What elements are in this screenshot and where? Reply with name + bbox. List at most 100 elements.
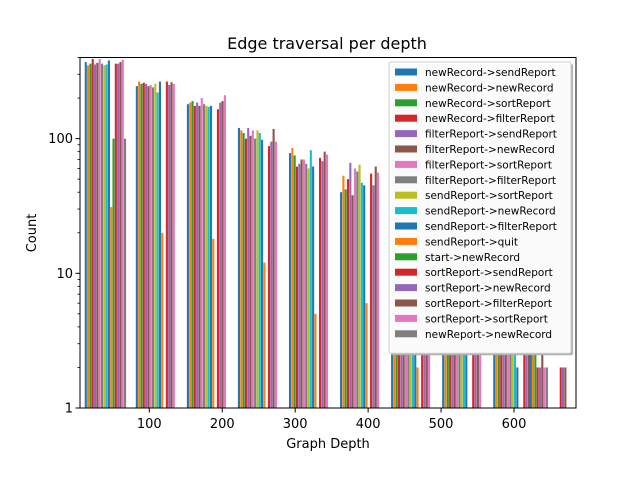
bar <box>93 64 97 408</box>
bar <box>319 157 322 408</box>
legend-label: filterReport->newRecord <box>425 144 555 156</box>
bar <box>360 182 363 408</box>
bar <box>356 171 359 408</box>
bar <box>156 92 159 408</box>
bar <box>203 104 206 409</box>
bar <box>219 102 222 409</box>
bar <box>98 58 101 408</box>
bar <box>207 106 210 409</box>
bar <box>256 130 259 409</box>
bar <box>309 150 312 408</box>
bar <box>291 148 294 409</box>
bar <box>340 192 343 408</box>
legend-swatch <box>395 207 417 215</box>
bar <box>110 207 113 408</box>
legend-label: newRecord->filterReport <box>425 113 555 125</box>
bar <box>323 151 326 408</box>
bar <box>504 303 507 408</box>
bar <box>198 105 201 409</box>
bar <box>274 141 277 408</box>
x-tick-label: 300 <box>283 417 308 432</box>
x-axis: 100 200 300 400 500 600 <box>137 408 527 432</box>
bar <box>325 154 329 408</box>
bar <box>538 367 542 408</box>
bar <box>147 86 150 409</box>
bar <box>89 63 92 408</box>
x-tick-label: 500 <box>429 417 454 432</box>
bar <box>523 303 526 408</box>
bar <box>244 138 247 408</box>
bar <box>209 105 213 409</box>
legend-box <box>388 61 572 354</box>
bar <box>161 232 164 408</box>
legend-swatch <box>395 176 417 184</box>
bar <box>342 175 345 408</box>
legend-label: sendReport->newRecord <box>425 206 556 218</box>
legend-swatch <box>395 330 417 338</box>
bar <box>541 343 544 408</box>
bar <box>138 81 141 408</box>
bar <box>514 343 517 408</box>
bar <box>119 62 122 409</box>
bar <box>298 163 301 408</box>
bar <box>376 172 380 408</box>
bar <box>149 85 152 408</box>
bar <box>270 141 273 408</box>
y-tick-label: 100 <box>48 132 73 147</box>
legend-label: start->newRecord <box>425 252 520 264</box>
bar <box>300 159 303 408</box>
bar <box>172 83 175 408</box>
bar <box>564 367 567 408</box>
bar <box>165 81 168 408</box>
x-tick-label: 600 <box>502 417 527 432</box>
bar <box>365 303 368 408</box>
bar <box>531 343 535 408</box>
bar <box>293 155 296 408</box>
bar <box>353 168 356 408</box>
legend-label: newReport->newRecord <box>425 329 552 341</box>
legend-label: sendReport->filterReport <box>425 221 557 233</box>
bar <box>96 62 99 409</box>
x-axis-label: Graph Depth <box>286 437 370 452</box>
bar <box>516 367 519 408</box>
legend-label: sortReport->sendReport <box>425 267 553 279</box>
bar <box>534 326 537 408</box>
legend-swatch <box>395 284 417 292</box>
bar <box>358 164 361 408</box>
bar <box>307 168 310 408</box>
bar <box>351 195 354 408</box>
bar <box>105 64 108 408</box>
bar <box>151 87 155 408</box>
legend-label: filterReport->sortReport <box>425 159 552 171</box>
bar <box>344 189 347 408</box>
bar <box>145 83 148 408</box>
bar <box>272 128 275 409</box>
legend-swatch <box>395 83 417 91</box>
bar <box>263 262 266 408</box>
y-tick-label: 1 <box>65 402 73 417</box>
bar <box>170 82 173 408</box>
legend-swatch <box>395 130 417 138</box>
bar <box>216 109 219 409</box>
legend-label: filterReport->filterReport <box>425 175 556 187</box>
y-axis: 1 10 100 <box>48 57 80 417</box>
legend-swatch <box>395 299 417 307</box>
legend-swatch <box>395 99 417 107</box>
legend-label: sendReport->sortReport <box>425 190 553 202</box>
bar <box>321 161 324 408</box>
legend-swatch <box>395 237 417 245</box>
bar <box>237 127 241 409</box>
bar <box>249 135 252 409</box>
bar <box>114 63 117 408</box>
legend-label: sendReport->quit <box>425 236 518 248</box>
bar <box>562 367 565 408</box>
chart-title: Edge traversal per depth <box>227 34 427 53</box>
bar <box>346 179 350 408</box>
bar <box>193 105 196 409</box>
bar <box>411 303 414 408</box>
y-axis-label: Count <box>25 214 40 253</box>
legend-swatch <box>395 114 417 122</box>
bar <box>543 367 546 408</box>
bar <box>349 162 352 408</box>
bar <box>261 139 264 408</box>
